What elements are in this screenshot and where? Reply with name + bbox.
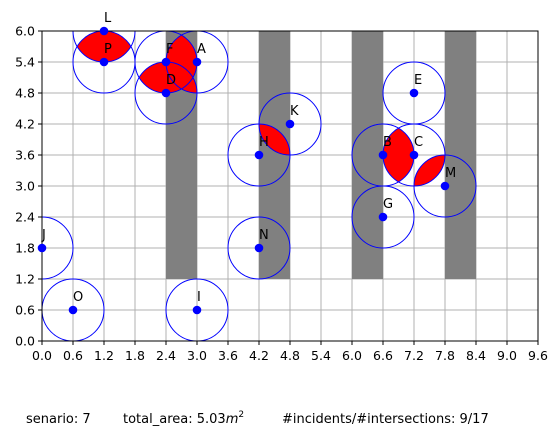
point-marker bbox=[254, 150, 264, 160]
y-tick-label: 3.0 bbox=[15, 179, 35, 194]
intersection-region bbox=[414, 155, 445, 186]
obstacle-bar bbox=[352, 31, 383, 279]
x-tick-label: 0.0 bbox=[32, 348, 52, 363]
y-tick-label: 4.2 bbox=[15, 117, 35, 132]
x-tick-label: 2.4 bbox=[156, 348, 176, 363]
label-layer: L P F A D E K H B C M G J N O I bbox=[41, 11, 456, 305]
point-label: J bbox=[41, 228, 46, 243]
point-label: P bbox=[104, 42, 112, 57]
x-tick-label: 3.6 bbox=[218, 348, 238, 363]
x-tick-label: 6.0 bbox=[342, 348, 362, 363]
tick-layer: 0.0 0.6 1.2 1.8 2.4 3.0 3.6 4.2 4.8 5.4 6.0 6.6 7.2 7… bbox=[15, 24, 548, 364]
x-tick-label: 1.8 bbox=[125, 348, 145, 363]
y-tick-label: 0.0 bbox=[15, 334, 35, 349]
x-tick-label: 5.4 bbox=[311, 348, 331, 363]
point-label: A bbox=[197, 42, 206, 57]
point-label: C bbox=[414, 135, 423, 150]
y-tick-label: 3.6 bbox=[15, 148, 35, 163]
point-marker bbox=[192, 305, 202, 315]
point-marker bbox=[99, 26, 109, 36]
coverage-circle bbox=[42, 216, 74, 280]
intersection-region bbox=[77, 31, 131, 62]
point-marker bbox=[37, 243, 47, 253]
point-label: F bbox=[166, 42, 173, 57]
point-marker bbox=[99, 57, 109, 67]
y-tick-label: 0.6 bbox=[15, 303, 35, 318]
x-tick-label: 9.6 bbox=[528, 348, 548, 363]
circle-layer bbox=[42, 31, 477, 341]
x-tick-label: 7.8 bbox=[435, 348, 455, 363]
x-tick-label: 3.0 bbox=[187, 348, 207, 363]
point-marker bbox=[192, 57, 202, 67]
x-tick-label: 9.0 bbox=[497, 348, 517, 363]
coverage-circle bbox=[227, 123, 291, 187]
x-tick-label: 8.4 bbox=[466, 348, 486, 363]
point-label: L bbox=[104, 11, 112, 26]
point-label: D bbox=[166, 73, 176, 88]
x-tick-label: 4.8 bbox=[280, 348, 300, 363]
caption-area-unit: m bbox=[226, 412, 239, 427]
y-tick-label: 1.2 bbox=[15, 272, 35, 287]
point-layer bbox=[37, 26, 450, 315]
y-tick-label: 2.4 bbox=[15, 210, 35, 225]
coverage-circle bbox=[351, 185, 415, 249]
point-marker bbox=[254, 243, 264, 253]
intersection-region bbox=[259, 124, 290, 155]
intersection-layer bbox=[77, 31, 445, 186]
x-tick-label: 7.2 bbox=[404, 348, 424, 363]
caption-incidents: #incidents/#intersections: 9/17 bbox=[282, 412, 489, 427]
coverage-circle bbox=[42, 278, 105, 341]
x-tick-label: 1.2 bbox=[94, 348, 114, 363]
y-tick-label: 4.8 bbox=[15, 86, 35, 101]
point-label: K bbox=[290, 104, 299, 119]
x-tick-label: 6.6 bbox=[373, 348, 393, 363]
point-label: G bbox=[383, 197, 393, 212]
y-tick-label: 1.8 bbox=[15, 241, 35, 256]
point-marker bbox=[161, 57, 171, 67]
y-tick-label: 5.4 bbox=[15, 55, 35, 70]
y-tick-label: 6.0 bbox=[15, 24, 35, 39]
point-marker bbox=[285, 119, 295, 129]
point-label: B bbox=[383, 135, 392, 150]
intersection-region bbox=[166, 62, 197, 93]
caption-total-area: total_area: 5.03m2 bbox=[123, 410, 244, 427]
caption-area-prefix: total_area: 5.03 bbox=[123, 412, 226, 427]
x-tick-label: 0.6 bbox=[63, 348, 83, 363]
point-marker bbox=[409, 88, 419, 98]
point-marker bbox=[409, 150, 419, 160]
point-marker bbox=[68, 305, 78, 315]
caption-scenario: senario: 7 bbox=[26, 412, 91, 427]
point-marker bbox=[161, 88, 171, 98]
x-tick-label: 4.2 bbox=[249, 348, 269, 363]
point-label: E bbox=[414, 73, 422, 88]
coverage-circle bbox=[413, 154, 477, 218]
point-label: M bbox=[445, 166, 456, 181]
point-marker bbox=[378, 150, 388, 160]
point-label: I bbox=[197, 290, 201, 305]
point-label: O bbox=[73, 290, 83, 305]
point-label: N bbox=[259, 228, 269, 243]
intersection-region bbox=[383, 128, 414, 182]
point-marker bbox=[440, 181, 450, 191]
point-marker bbox=[378, 212, 388, 222]
point-label: H bbox=[259, 135, 269, 150]
coverage-circle bbox=[227, 216, 291, 280]
caption-area-exponent: 2 bbox=[238, 410, 244, 420]
coverage-circle bbox=[165, 278, 229, 341]
